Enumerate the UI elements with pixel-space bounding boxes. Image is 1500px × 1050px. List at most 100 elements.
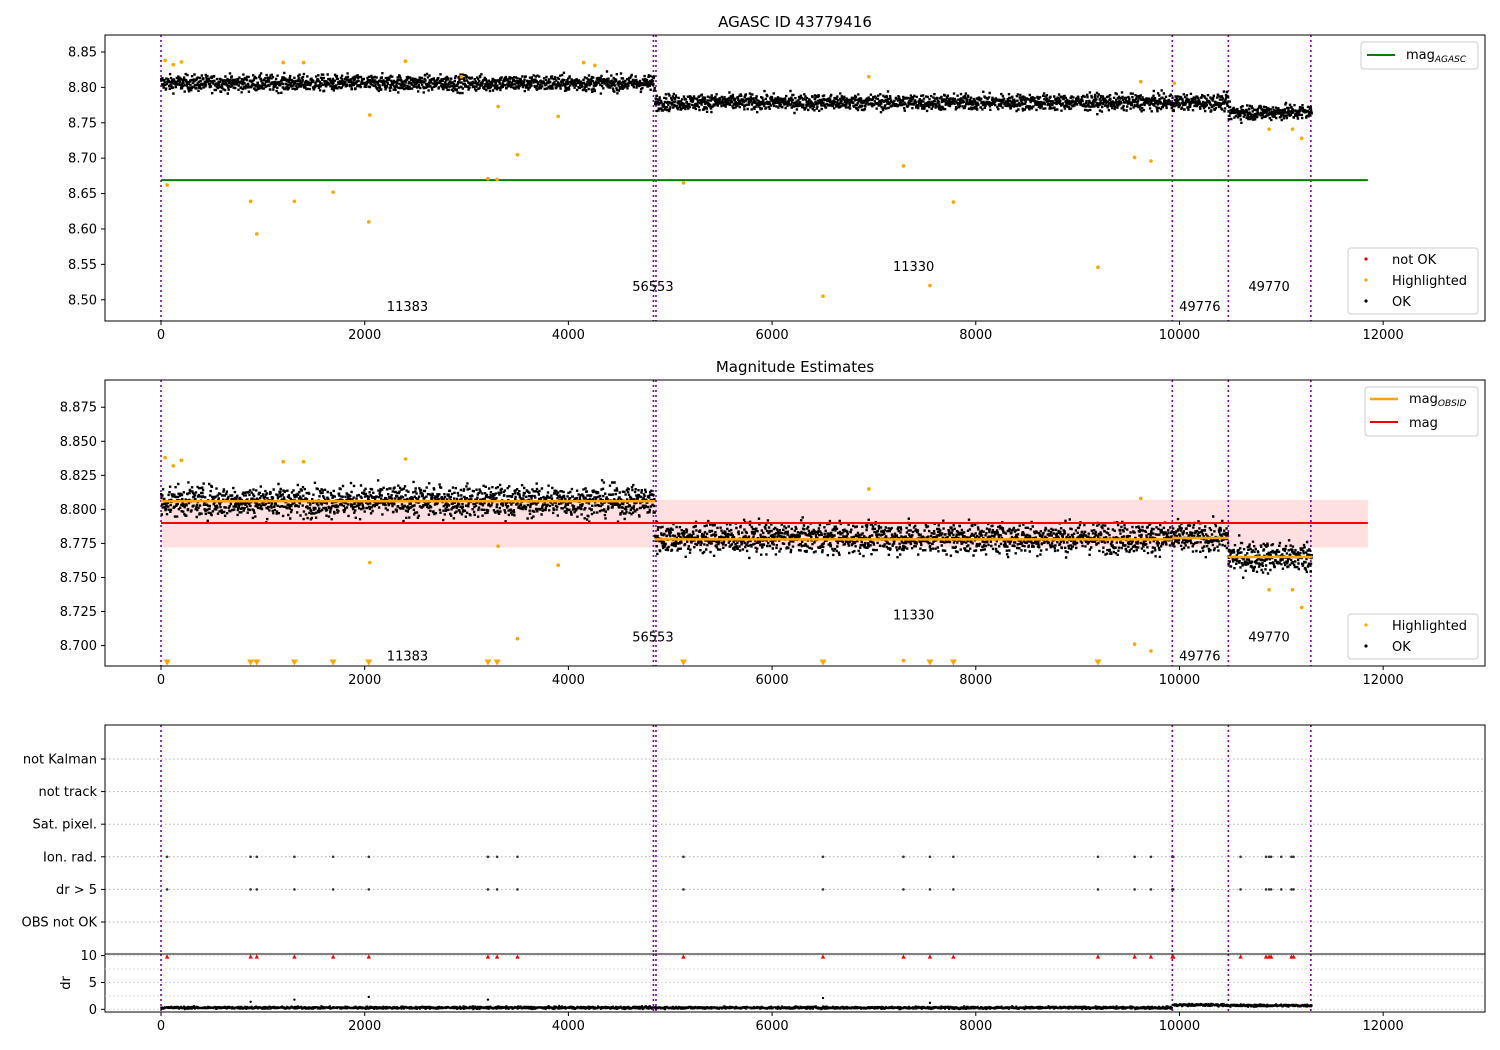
flags-point-3-10 <box>821 855 825 859</box>
panel-estimates-title: Magnitude Estimates <box>716 358 874 376</box>
agasc-highlighted-point-13 <box>821 294 825 299</box>
estimates-ytick-label-4: 8.800 <box>60 503 97 518</box>
estimates-offscale-marker-4 <box>329 659 337 666</box>
agasc-ytick-label-2: 8.60 <box>68 222 97 237</box>
flags-point-4-13 <box>952 888 955 891</box>
panel-agasc-xtick-labels: 0 2000 4000 6000 8000 10000 12000 <box>157 328 1404 343</box>
panel-flags-plot <box>105 725 1485 954</box>
dr-ytick-label-0: 0 <box>89 1003 97 1018</box>
flags-point-3-12 <box>928 855 932 859</box>
panel-estimates-xtick-labels: 0 2000 4000 6000 8000 10000 12000 <box>157 673 1404 688</box>
agasc-highlighted-point-25 <box>179 60 184 64</box>
agasc-ytick-label-6: 8.80 <box>68 81 97 96</box>
flags-point-3-15 <box>1133 855 1136 859</box>
dr-points-2 <box>1227 1003 1313 1008</box>
dr-xtick-label-0: 0 <box>157 1019 165 1034</box>
flags-point-3-22 <box>1269 855 1273 859</box>
flags-point-4-19 <box>1239 888 1242 891</box>
agasc-ytick-label-0: 8.50 <box>68 293 97 308</box>
legend-mag-obsid-label: magOBSID <box>1409 392 1467 409</box>
dr-outlier-3 <box>486 998 490 1001</box>
panel-estimates-legend-lower: Highlighted OK <box>1347 613 1479 660</box>
flags-point-3-0 <box>165 855 169 859</box>
panel-estimates-obsid-labels: 11383 56553 11330 49776 49770 <box>387 609 1290 665</box>
flags-point-3-7 <box>495 855 499 859</box>
flags-point-3-9 <box>682 855 685 859</box>
agasc-ytick-label-3: 8.65 <box>68 187 97 202</box>
flags-point-4-5 <box>367 888 371 891</box>
dr-xtick-label-5: 10000 <box>1159 1019 1200 1034</box>
estimates-offscale-marker-8 <box>679 659 687 666</box>
agasc-highlighted-point-5 <box>366 220 371 224</box>
estimates-xtick-label-1: 2000 <box>348 673 381 688</box>
legend2-highlighted-label: Highlighted <box>1392 619 1467 634</box>
agasc-ytick-label-4: 8.70 <box>68 152 97 167</box>
dr-outlier-1 <box>293 998 296 1001</box>
flags-point-4-22 <box>1269 888 1273 891</box>
flags-row-label-1: not track <box>38 785 97 800</box>
estimates-highlighted-point-11 <box>1132 642 1137 647</box>
legend-lower-box <box>1347 247 1479 315</box>
panel-dr-plot <box>105 954 1485 1012</box>
flags-point-3-21 <box>1267 855 1271 859</box>
estimates-ytick-label-0: 8.700 <box>60 639 97 654</box>
agasc-highlighted-point-31 <box>593 63 597 68</box>
estimates-highlighted-point-5 <box>403 457 408 461</box>
dr-xtick-label-1: 2000 <box>348 1019 381 1034</box>
flags-point-4-10 <box>821 888 825 891</box>
panel-dr: 0 5 10 dr 0 2000 4000 6000 8000 10000 12000 <box>59 949 1485 1034</box>
legend2-highlighted-marker <box>1364 623 1368 627</box>
estimates-xtick-label-2: 4000 <box>552 673 585 688</box>
estimates-obsid-label-2: 11330 <box>893 609 934 624</box>
flags-point-3-2 <box>255 855 259 859</box>
agasc-xtick-label-0: 0 <box>157 328 165 343</box>
panel-flags-row-labels: not Kalman not track Sat. pixel. Ion. rad. d… <box>22 753 105 931</box>
agasc-highlighted-point-15 <box>928 283 932 288</box>
estimates-offscale-marker-2 <box>253 659 261 666</box>
estimates-offscale-marker-3 <box>290 659 298 666</box>
flags-row-label-4: dr > 5 <box>56 883 97 898</box>
agasc-obsid-label-1: 56553 <box>632 280 673 295</box>
dr-clipped-marker-10 <box>820 954 826 959</box>
agasc-highlighted-point-11 <box>556 114 561 119</box>
flags-point-4-9 <box>682 888 685 891</box>
panel-estimates: Magnitude Estimates 11383 56553 11330 49776… <box>60 358 1486 688</box>
dr-clipped-marker-19 <box>1238 954 1243 959</box>
estimates-obsid-label-0: 11383 <box>387 649 428 664</box>
dr-clipped-marker-20 <box>1263 954 1269 959</box>
agasc-highlighted-point-21 <box>1290 127 1295 131</box>
estimates-offscale-marker-12 <box>1094 659 1102 666</box>
flags-point-3-8 <box>516 855 519 859</box>
flags-point-4-11 <box>902 888 905 891</box>
agasc-ok-points-2 <box>1171 90 1230 113</box>
agasc-highlighted-point-3 <box>292 199 297 204</box>
legend-mag-obsid-text: mag <box>1409 392 1438 407</box>
dr-clipped-marker-12 <box>927 954 933 959</box>
agasc-highlighted-point-34 <box>1172 81 1177 85</box>
agasc-highlighted-point-1 <box>248 199 253 204</box>
agasc-highlighted-point-2 <box>254 232 259 236</box>
panel-agasc-title: AGASC ID 43779416 <box>718 13 872 31</box>
agasc-highlighted-point-12 <box>681 181 686 185</box>
estimates-highlighted-point-0 <box>163 455 167 460</box>
dr-clipped-marker-15 <box>1132 954 1137 959</box>
dr-clipped-marker-1 <box>248 954 253 959</box>
flags-point-4-20 <box>1264 888 1268 891</box>
estimates-highlighted-point-2 <box>179 458 184 463</box>
flags-point-4-2 <box>255 888 259 891</box>
dr-clipped-marker-24 <box>1291 954 1296 959</box>
estimates-xtick-label-5: 10000 <box>1159 673 1200 688</box>
agasc-obsid-label-3: 49776 <box>1179 300 1220 315</box>
agasc-highlighted-point-16 <box>951 200 956 204</box>
estimates-highlighted-point-13 <box>1267 587 1271 592</box>
dr-clipped-marker-9 <box>681 954 686 959</box>
agasc-highlighted-point-18 <box>1132 155 1137 160</box>
flags-row-label-3: Ion. rad. <box>43 850 97 865</box>
estimates-ytick-label-2: 8.750 <box>60 571 97 586</box>
panel-agasc-plot <box>160 35 1368 321</box>
panel-agasc-frame <box>104 34 1486 322</box>
flags-point-3-13 <box>952 855 955 859</box>
flags-point-4-7 <box>495 888 499 891</box>
estimates-offscale-marker-0 <box>163 659 171 666</box>
